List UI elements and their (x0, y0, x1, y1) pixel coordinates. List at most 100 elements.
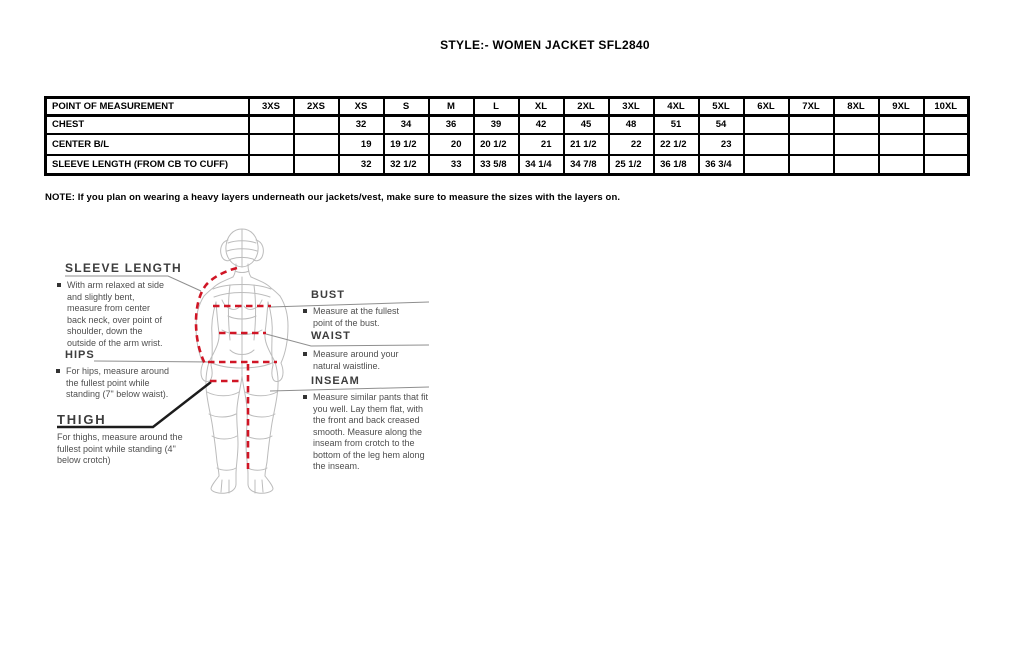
size-column-header: 3XL (607, 96, 655, 117)
body-figure-outline (195, 228, 289, 494)
table-row: CHEST 32 34 36 39 42 45 48 51 54 (44, 114, 970, 135)
size-value-cell: 54 (697, 114, 745, 135)
size-column-header: 5XL (697, 96, 745, 117)
document-title: STYLE:- WOMEN JACKET SFL2840 (440, 38, 650, 52)
size-value-cell (292, 153, 340, 176)
size-value-cell (832, 132, 880, 156)
thigh-description: For thighs, measure around the fullest p… (57, 432, 183, 465)
size-value-cell: 22 (607, 132, 655, 156)
size-value-cell (247, 114, 295, 135)
inseam-description: Measure similar pants that fit you well.… (303, 392, 429, 473)
note-text: NOTE: If you plan on wearing a heavy lay… (45, 192, 621, 203)
size-value-cell: 25 1/2 (607, 153, 655, 176)
hips-heading: HIPS (65, 349, 95, 361)
size-value-cell: 33 5/8 (472, 153, 520, 176)
size-value-cell: 34 7/8 (562, 153, 610, 176)
size-value-cell: 34 1/4 (517, 153, 565, 176)
size-value-cell (292, 132, 340, 156)
table-header-row: POINT OF MEASUREMENT 3XS 2XS XS S M L XL 2XL 3XL 4… (44, 96, 970, 117)
size-column-header: 2XL (562, 96, 610, 117)
bullet-square-icon (57, 283, 61, 287)
size-value-cell: 36 1/8 (652, 153, 700, 176)
size-value-cell: 36 3/4 (697, 153, 745, 176)
size-column-header: XS (337, 96, 385, 117)
sleeve-length-description: With arm relaxed at side and slightly be… (57, 280, 169, 349)
size-value-cell (742, 132, 790, 156)
bullet-square-icon (303, 395, 307, 399)
size-value-cell (247, 153, 295, 176)
bullet-square-icon (56, 369, 60, 373)
size-value-cell: 32 (337, 153, 385, 176)
size-value-cell: 36 (427, 114, 475, 135)
size-chart-table: POINT OF MEASUREMENT 3XS 2XS XS S M L XL 2XL 3XL 4… (44, 96, 970, 176)
bust-connector-line (269, 301, 430, 308)
size-column-header: 4XL (652, 96, 700, 117)
size-value-cell (877, 114, 925, 135)
size-value-cell (877, 153, 925, 176)
size-value-cell: 42 (517, 114, 565, 135)
size-value-cell (247, 132, 295, 156)
measurement-row-label: CENTER B/L (44, 132, 250, 156)
size-column-header: L (472, 96, 520, 117)
waist-heading: WAIST (311, 330, 351, 342)
measurement-row-label: CHEST (44, 114, 250, 135)
size-value-cell (787, 132, 835, 156)
size-value-cell: 20 (427, 132, 475, 156)
label-connector-lines (65, 275, 430, 392)
size-value-cell (787, 153, 835, 176)
thigh-pointer-line (57, 381, 212, 429)
size-value-cell: 34 (382, 114, 430, 135)
size-value-cell: 22 1/2 (652, 132, 700, 156)
bust-description: Measure at the fullest point of the bust… (303, 306, 421, 329)
size-value-cell: 21 (517, 132, 565, 156)
size-column-header: 9XL (877, 96, 925, 117)
hips-description: For hips, measure around the fullest poi… (56, 366, 174, 401)
bullet-square-icon (303, 309, 307, 313)
waist-connector-line (265, 333, 430, 347)
sleeve-length-heading: SLEEVE LENGTH (65, 261, 182, 275)
table-row: CENTER B/L 19 19 1/2 20 20 1/2 21 21 1/2 22 22 1… (44, 132, 970, 156)
inseam-heading: INSEAM (311, 375, 360, 387)
size-column-header: 10XL (922, 96, 970, 117)
size-column-header: 6XL (742, 96, 790, 117)
size-value-cell (292, 114, 340, 135)
size-value-cell (787, 114, 835, 135)
size-column-header: 3XS (247, 96, 295, 117)
waist-description: Measure around your natural waistline. (303, 349, 415, 372)
size-value-cell (922, 114, 970, 135)
measurement-row-label: SLEEVE LENGTH (FROM CB TO CUFF) (44, 153, 250, 176)
size-value-cell: 32 (337, 114, 385, 135)
size-column-header: S (382, 96, 430, 117)
hips-connector-line (93, 360, 212, 363)
size-value-cell (922, 132, 970, 156)
bullet-square-icon (303, 352, 307, 356)
size-value-cell: 21 1/2 (562, 132, 610, 156)
thigh-heading: THIGH (57, 412, 107, 427)
size-column-header: XL (517, 96, 565, 117)
point-of-measurement-header: POINT OF MEASUREMENT (44, 96, 250, 117)
size-value-cell: 45 (562, 114, 610, 135)
size-column-header: 7XL (787, 96, 835, 117)
size-value-cell: 20 1/2 (472, 132, 520, 156)
size-value-cell: 33 (427, 153, 475, 176)
size-column-header: 2XS (292, 96, 340, 117)
size-column-header: M (427, 96, 475, 117)
bust-heading: BUST (311, 289, 345, 301)
size-value-cell: 19 1/2 (382, 132, 430, 156)
size-value-cell: 23 (697, 132, 745, 156)
size-value-cell (832, 153, 880, 176)
size-value-cell: 32 1/2 (382, 153, 430, 176)
size-value-cell: 48 (607, 114, 655, 135)
table-row: SLEEVE LENGTH (FROM CB TO CUFF) 32 32 1/2 3… (44, 153, 970, 176)
measurement-lines (194, 266, 277, 469)
inseam-connector-line (269, 386, 430, 392)
size-value-cell (742, 153, 790, 176)
size-value-cell (742, 114, 790, 135)
size-value-cell (922, 153, 970, 176)
size-value-cell: 39 (472, 114, 520, 135)
size-value-cell: 51 (652, 114, 700, 135)
size-value-cell: 19 (337, 132, 385, 156)
sleeve-length-connector-line (65, 275, 202, 292)
